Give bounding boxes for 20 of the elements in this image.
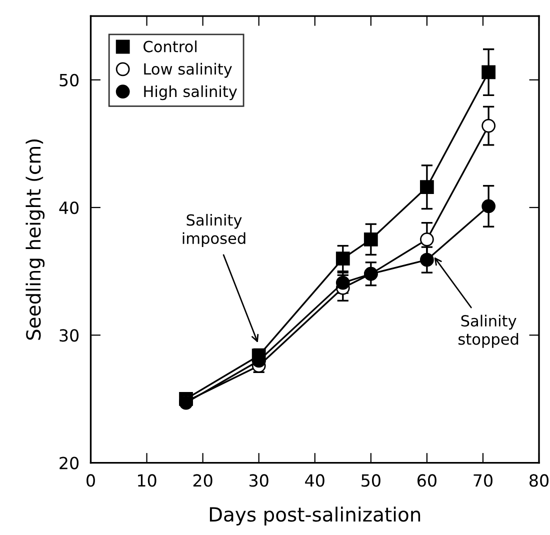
y-axis-title: Seedling height (cm) [26,139,45,340]
x-tick-label: 10 [138,474,156,487]
legend-label: High salinity [144,85,237,100]
x-tick-label: 20 [193,474,212,487]
annotation: Salinity imposed [182,214,246,248]
legend-label: Low salinity [144,62,232,78]
y-tick-label: 50 [60,74,79,86]
legend-label: Control [144,40,196,52]
x-tick-label: 80 [530,474,548,487]
y-tick-label: 20 [60,456,79,470]
x-tick-label: 60 [417,474,436,487]
x-tick-label: 50 [362,474,380,487]
annotation: Salinity stopped [458,314,518,348]
x-tick-label: 40 [305,474,324,487]
x-tick-label: 30 [250,474,268,487]
x-axis-title: Days post-salinization [210,506,420,526]
x-tick-label: 70 [474,474,492,487]
x-tick-label: 0 [86,474,95,487]
y-tick-label: 40 [59,201,79,214]
y-tick-label: 30 [60,329,79,342]
